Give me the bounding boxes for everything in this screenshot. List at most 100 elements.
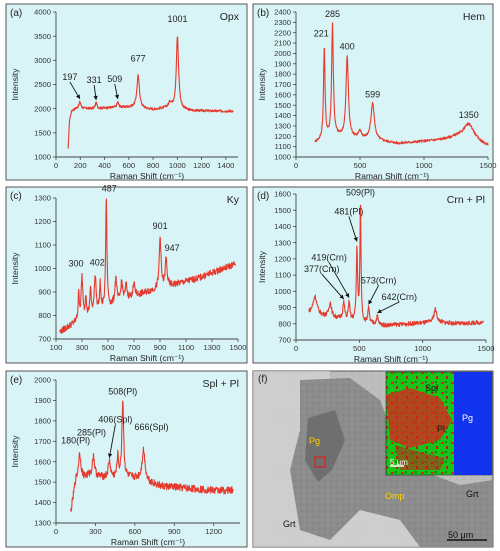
peak-label-a: 1001 [167, 14, 187, 24]
x-tick-label-c: 1500 [230, 343, 247, 352]
y-tick-label-b: 2000 [274, 49, 291, 58]
x-tick-label-e: 0 [54, 527, 58, 536]
y-tick-label-a: 1500 [34, 128, 51, 137]
panel-frame-b [252, 3, 494, 181]
y-tick-label-c: 900 [38, 288, 51, 297]
peak-label-d: 573(Crn) [361, 275, 397, 285]
y-tick-label-b: 2200 [274, 28, 291, 37]
peak-label-a: 197 [62, 72, 77, 82]
peak-arrow-d [328, 262, 350, 298]
y-tick-label-e: 1400 [34, 498, 51, 507]
x-tick-label-a: 400 [98, 161, 111, 170]
y-tick-label-d: 1600 [274, 190, 291, 199]
inset-marker [314, 456, 326, 468]
x-tick-label-b: 1500 [480, 161, 497, 170]
y-axis-title-e: Intensity [10, 435, 20, 468]
y-tick-label-c: 1000 [34, 264, 51, 273]
panel-letter-b: (b) [257, 8, 269, 19]
panel-frame-e [5, 370, 248, 548]
x-tick-label-c: 100 [50, 343, 63, 352]
chart-b: 1000110012001300140015001600170018001900… [252, 3, 497, 181]
y-tick-label-d: 1000 [274, 287, 291, 296]
peak-label-c: 947 [165, 243, 180, 253]
y-tick-label-d: 1300 [274, 238, 291, 247]
x-tick-label-c: 1100 [178, 343, 194, 352]
y-tick-label-b: 2300 [274, 18, 291, 27]
y-tick-label-c: 700 [38, 335, 51, 344]
x-tick-label-c: 900 [154, 343, 167, 352]
peak-label-d: 419(Crn) [311, 253, 347, 263]
x-axis-title-c: Raman Shift (cm⁻¹) [110, 353, 184, 363]
y-tick-label-b: 2100 [274, 39, 291, 48]
peak-label-a: 677 [131, 54, 146, 64]
panel-letter-d: (d) [257, 191, 269, 202]
peak-label-e: 406(Spl) [98, 415, 132, 425]
y-axis-title-a: Intensity [10, 68, 20, 101]
y-tick-label-e: 2000 [34, 376, 51, 385]
panel-letter-e: (e) [10, 375, 22, 386]
x-tick-label-e: 600 [129, 527, 142, 536]
panel-frame-a [5, 3, 248, 181]
peak-arrowhead-a [75, 94, 80, 99]
peak-label-b: 221 [314, 28, 329, 38]
chart-c: 700 800 900 1000 1100 1200 1300 100 300 500 700 900… [5, 184, 248, 364]
peak-label-e: 180(Pl) [61, 435, 90, 445]
x-tick-label-e: 900 [168, 527, 181, 536]
x-tick-label-b: 500 [354, 161, 367, 170]
y-tick-label-b: 1500 [274, 101, 291, 110]
x-tick-label-a: 1400 [217, 161, 234, 170]
x-tick-label-a: 0 [54, 161, 58, 170]
y-tick-label-a: 1000 [34, 153, 51, 162]
y-tick-label-d: 900 [278, 303, 291, 312]
x-tick-label-a: 600 [122, 161, 135, 170]
y-tick-label-e: 1600 [34, 457, 51, 466]
y-tick-label-b: 1800 [274, 70, 291, 79]
peak-arrowhead-e [107, 453, 113, 458]
peak-arrowhead-d [368, 299, 373, 305]
y-tick-label-d: 800 [278, 319, 291, 328]
spectrum-line-e [70, 400, 234, 512]
peak-arrowhead-d [353, 236, 358, 242]
y-tick-label-b: 1100 [275, 142, 291, 151]
y-tick-label-d: 1100 [275, 271, 291, 280]
x-tick-label-b: 0 [294, 161, 298, 170]
peak-arrowhead-a [93, 95, 98, 101]
peak-label-a: 509 [107, 74, 122, 84]
peak-arrow-e [108, 424, 116, 458]
peak-label-c: 300 [68, 258, 83, 268]
chart-a: 1000 1500 2000 2500 3000 3500 4000 0 200 400 600 80… [5, 3, 248, 181]
peak-arrow-d [321, 273, 345, 300]
x-tick-label-d: 500 [353, 344, 366, 353]
x-tick-label-b: 1000 [416, 161, 433, 170]
y-tick-label-a: 3000 [34, 56, 51, 65]
y-axis-title-d: Intensity [257, 250, 267, 283]
panel-letter-c: (c) [10, 191, 22, 202]
y-tick-label-e: 1500 [34, 478, 51, 487]
y-tick-label-b: 1700 [274, 80, 291, 89]
peak-label-a: 331 [87, 75, 102, 85]
peak-label-e: 508(Pl) [108, 386, 137, 396]
x-tick-label-c: 500 [102, 343, 115, 352]
y-tick-label-e: 1800 [34, 416, 51, 425]
x-tick-label-d: 1000 [414, 344, 431, 353]
mineral-title-d: Crn + Pl [447, 194, 485, 206]
panel-letter-a: (a) [10, 8, 22, 19]
peak-label-d: 509(Pl) [346, 188, 375, 198]
peak-arrowhead-d [345, 293, 350, 298]
peak-label-b: 599 [365, 89, 380, 99]
peak-label-c: 487 [102, 184, 117, 194]
x-tick-label-c: 1300 [204, 343, 221, 352]
panel-f-image [252, 370, 494, 548]
y-tick-label-e: 1700 [34, 437, 51, 446]
peak-arrowhead-d [377, 309, 382, 314]
y-tick-label-b: 1400 [274, 111, 291, 120]
y-axis-title-c: Intensity [10, 252, 20, 285]
x-tick-label-a: 1200 [193, 161, 210, 170]
peak-label-e: 666(Spl) [135, 422, 169, 432]
y-tick-label-a: 2500 [34, 80, 51, 89]
y-tick-label-b: 1300 [274, 122, 291, 131]
x-axis-title-d: Raman Shift (cm⁻¹) [354, 354, 428, 364]
peak-label-b: 1350 [459, 110, 479, 120]
y-tick-label-b: 1000 [274, 153, 291, 162]
